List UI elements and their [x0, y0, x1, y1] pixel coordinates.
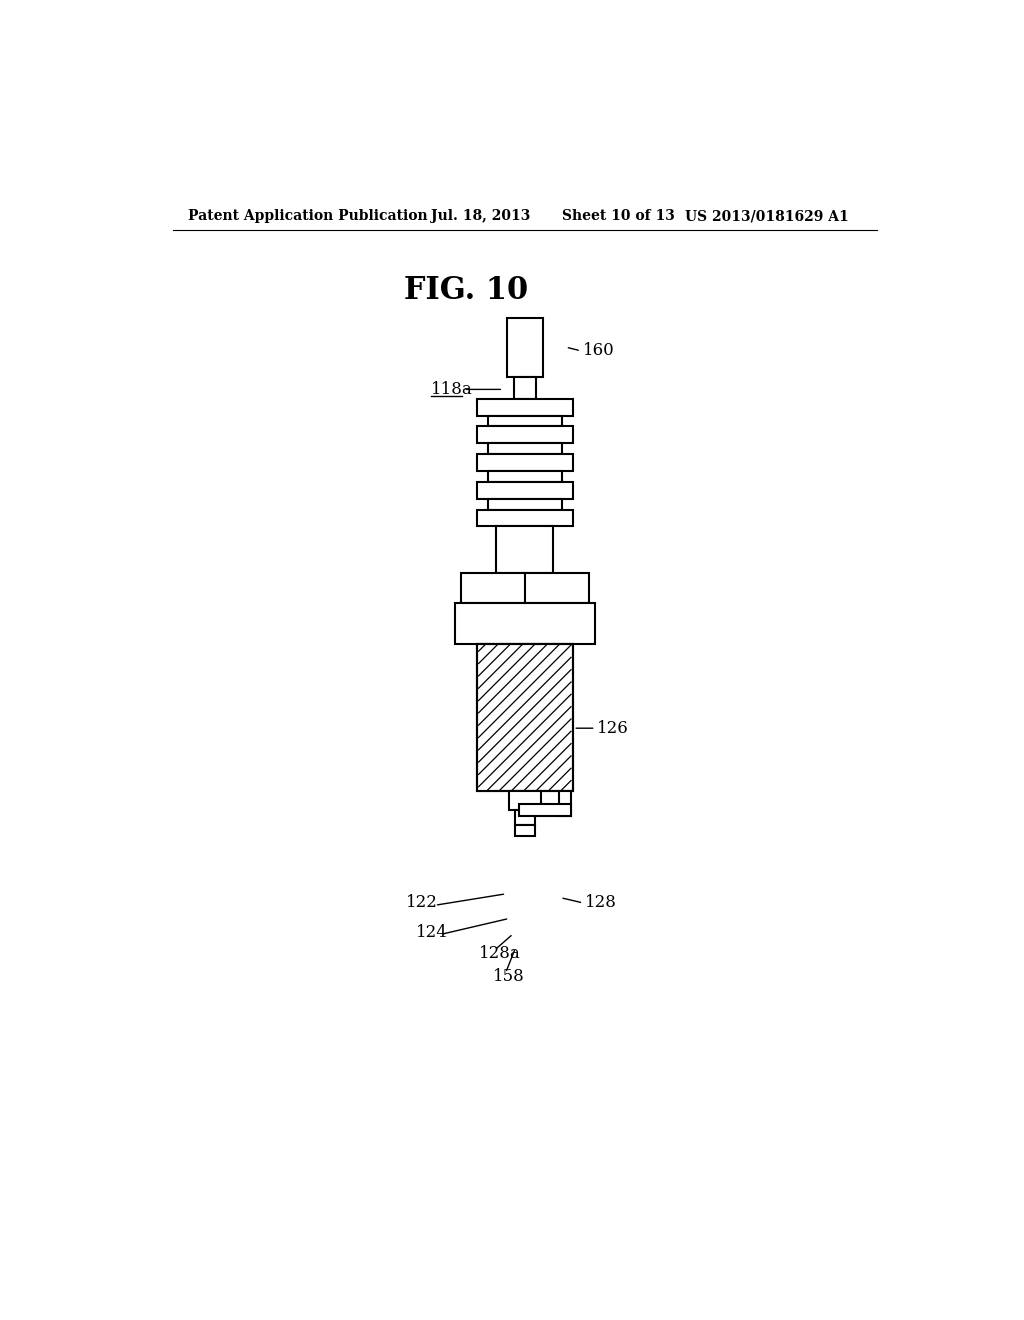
Bar — [455, 603, 595, 644]
Bar — [477, 644, 572, 792]
Bar — [477, 426, 572, 444]
Bar — [477, 510, 572, 527]
Bar — [507, 318, 543, 378]
Bar — [509, 792, 541, 810]
Text: 158: 158 — [493, 969, 524, 986]
Text: Sheet 10 of 13: Sheet 10 of 13 — [562, 209, 675, 223]
Bar — [515, 810, 535, 825]
Bar — [518, 804, 571, 816]
Bar — [477, 482, 572, 499]
Text: FIG. 10: FIG. 10 — [403, 276, 528, 306]
Text: 128a: 128a — [479, 945, 521, 962]
Bar — [477, 644, 572, 792]
Text: 124: 124 — [416, 924, 447, 941]
Bar — [477, 454, 572, 471]
Bar — [487, 499, 562, 510]
Text: 160: 160 — [583, 342, 614, 359]
Bar — [487, 471, 562, 482]
Bar — [515, 825, 535, 836]
Text: US 2013/0181629 A1: US 2013/0181629 A1 — [685, 209, 849, 223]
Text: 126: 126 — [597, 719, 629, 737]
Bar — [477, 399, 572, 416]
Bar — [559, 792, 571, 816]
Bar — [487, 444, 562, 454]
Bar — [497, 527, 553, 573]
Text: Jul. 18, 2013: Jul. 18, 2013 — [431, 209, 530, 223]
Text: Patent Application Publication: Patent Application Publication — [188, 209, 428, 223]
Bar — [514, 378, 536, 399]
Bar — [487, 416, 562, 426]
Text: 118a: 118a — [431, 381, 473, 397]
Text: 128: 128 — [585, 895, 616, 912]
Text: 122: 122 — [407, 895, 438, 912]
Bar — [461, 573, 589, 603]
